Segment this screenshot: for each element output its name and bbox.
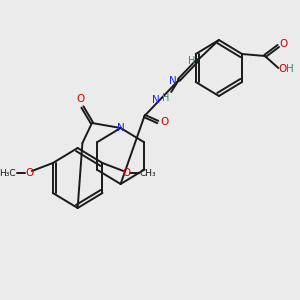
Text: N: N bbox=[117, 123, 124, 133]
Text: O: O bbox=[160, 117, 169, 127]
Text: H₃C: H₃C bbox=[0, 169, 15, 178]
Text: O: O bbox=[278, 64, 286, 74]
Text: O: O bbox=[122, 168, 130, 178]
Text: N: N bbox=[169, 76, 177, 86]
Text: O: O bbox=[25, 168, 33, 178]
Text: O: O bbox=[279, 39, 287, 49]
Text: N: N bbox=[152, 95, 160, 105]
Text: O: O bbox=[76, 94, 85, 104]
Text: H: H bbox=[188, 56, 195, 66]
Text: H: H bbox=[286, 64, 294, 74]
Text: H: H bbox=[162, 93, 169, 103]
Text: CH₃: CH₃ bbox=[140, 169, 157, 178]
